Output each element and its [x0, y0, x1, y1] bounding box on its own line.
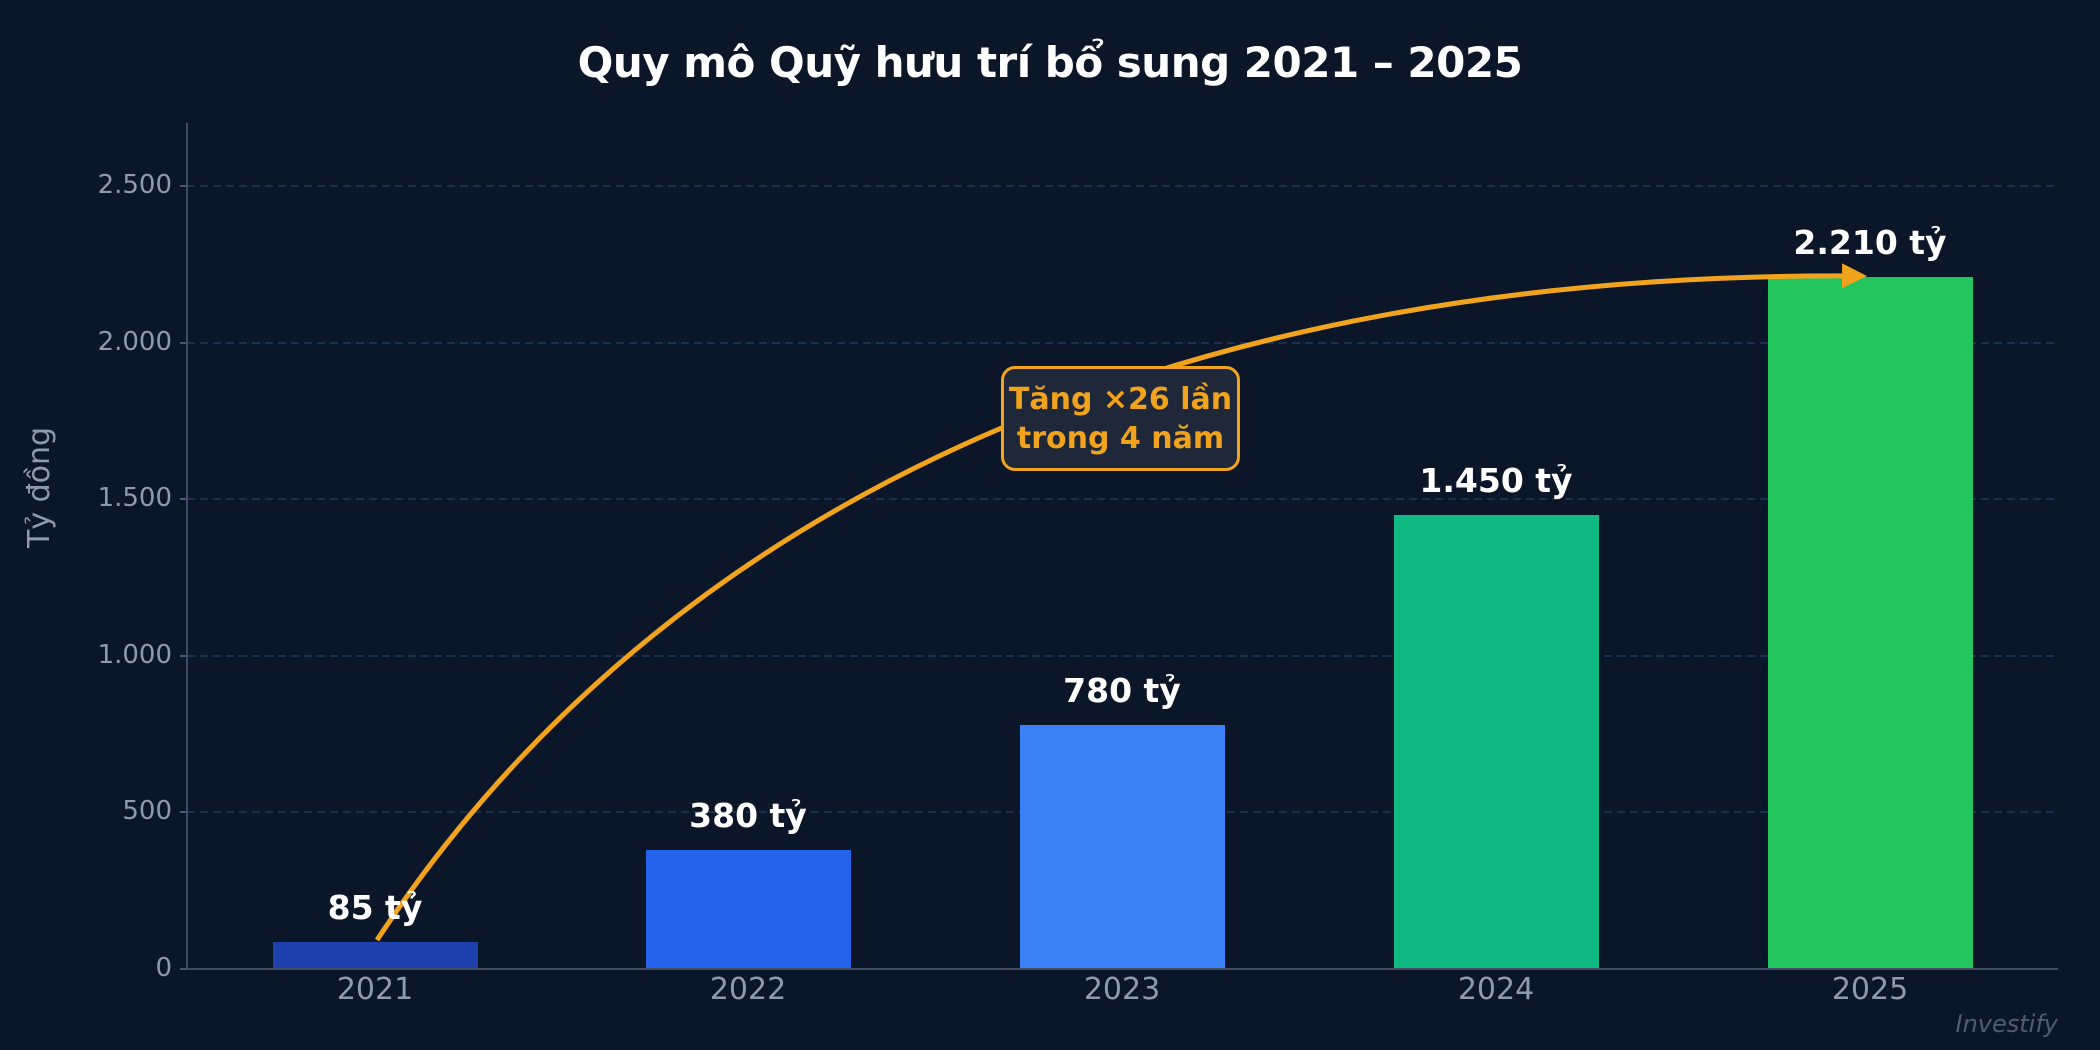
y-tick-label: 2.000 — [97, 327, 172, 357]
bar-2024 — [1394, 515, 1599, 969]
bar-2023 — [1020, 725, 1225, 969]
x-tick-label: 2023 — [1083, 972, 1161, 1007]
bar-2021 — [273, 942, 478, 969]
x-tick-label: 2024 — [1457, 972, 1535, 1007]
value-label: 2.210 tỷ — [1793, 223, 1947, 262]
x-tick-label: 2022 — [709, 972, 787, 1007]
y-tick-label: 1.500 — [97, 483, 172, 513]
y-tick-label: 0 — [155, 953, 172, 983]
watermark: Investify — [1955, 1010, 2059, 1038]
value-label: 85 tỷ — [327, 888, 423, 927]
value-label: 1.450 tỷ — [1419, 461, 1573, 500]
growth-callout: Tăng ×26 lần trong 4 năm — [1001, 366, 1240, 471]
y-ticks — [180, 185, 187, 970]
x-tick-label: 2021 — [336, 972, 414, 1007]
y-axis-title: Tỷ đồng — [22, 426, 57, 548]
y-tick-label: 1.000 — [97, 640, 172, 670]
value-label: 380 tỷ — [689, 796, 807, 835]
x-tick-label: 2025 — [1831, 972, 1909, 1007]
callout-line-2: trong 4 năm — [1016, 421, 1225, 456]
growth-arrow — [374, 263, 1867, 942]
callout-line-1: Tăng ×26 lần — [1008, 382, 1233, 417]
y-tick-label: 500 — [122, 796, 172, 826]
chart-title: Quy mô Quỹ hưu trí bổ sung 2021 – 2025 — [577, 38, 1523, 87]
bar-2022 — [646, 850, 851, 969]
y-tick-label: 2.500 — [97, 170, 172, 200]
bar-2025 — [1768, 277, 1973, 969]
value-label: 780 tỷ — [1063, 671, 1181, 710]
